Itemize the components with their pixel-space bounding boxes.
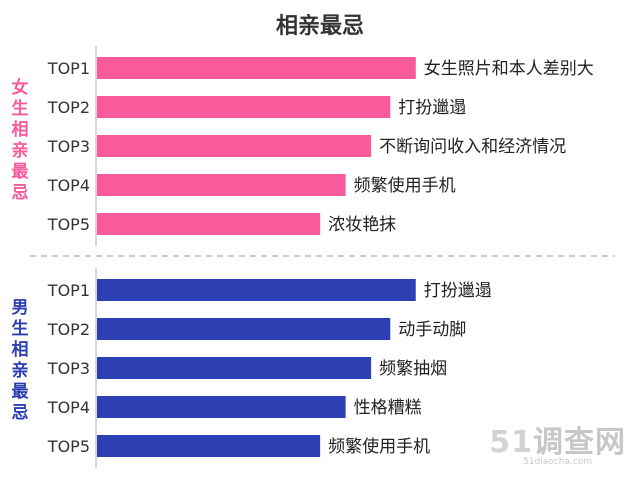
female-bar-5 — [97, 213, 321, 235]
male-bar-3 — [97, 357, 372, 379]
male-bar-4 — [97, 396, 346, 418]
watermark-number: 51 — [489, 425, 533, 460]
male-bar-label-4: 性格糟糕 — [354, 398, 422, 418]
watermark-logo: 51调查网 51diaocha.com — [489, 417, 626, 467]
male-bar-1 — [97, 279, 416, 301]
female-bar-4 — [97, 174, 346, 196]
male-group-label: 男生相亲最忌 — [11, 298, 29, 423]
male-bar-5 — [97, 435, 321, 457]
male-tick-label-5: TOP5 — [47, 437, 90, 456]
female-tick-label-4: TOP4 — [47, 176, 90, 195]
male-tick-label-1: TOP1 — [47, 281, 90, 300]
female-tick-label-5: TOP5 — [47, 215, 90, 234]
male-tick-label-4: TOP4 — [47, 398, 90, 417]
female-bar-label-4: 频繁使用手机 — [354, 175, 456, 196]
female-bar-1 — [97, 57, 416, 79]
female-tick-label-3: TOP3 — [47, 137, 90, 156]
female-bar-label-5: 浓妆艳抹 — [328, 215, 396, 235]
male-bar-label-2: 动手动脚 — [398, 320, 466, 340]
female-bar-3 — [97, 135, 372, 157]
female-tick-label-1: TOP1 — [47, 59, 90, 78]
female-bar-label-2: 打扮邋遢 — [398, 98, 466, 118]
male-bar-label-3: 频繁抽烟 — [379, 359, 447, 379]
watermark-text: 调查网 — [533, 425, 626, 460]
watermark-url: 51diaocha.com — [523, 457, 593, 467]
male-tick-label-2: TOP2 — [47, 320, 90, 339]
female-group-label: 女生相亲最忌 — [11, 78, 29, 203]
male-bar-2 — [97, 318, 391, 340]
male-bar-label-1: 打扮邋遢 — [424, 281, 492, 301]
female-bar-label-3: 不断询问收入和经济情况 — [379, 137, 566, 157]
female-bar-2 — [97, 96, 391, 118]
male-tick-label-3: TOP3 — [47, 359, 90, 378]
female-bar-label-1: 女生照片和本人差别大 — [424, 59, 594, 79]
male-bar-label-5: 频繁使用手机 — [328, 436, 430, 457]
chart-title: 相亲最忌 — [275, 14, 364, 39]
female-tick-label-2: TOP2 — [47, 98, 90, 117]
